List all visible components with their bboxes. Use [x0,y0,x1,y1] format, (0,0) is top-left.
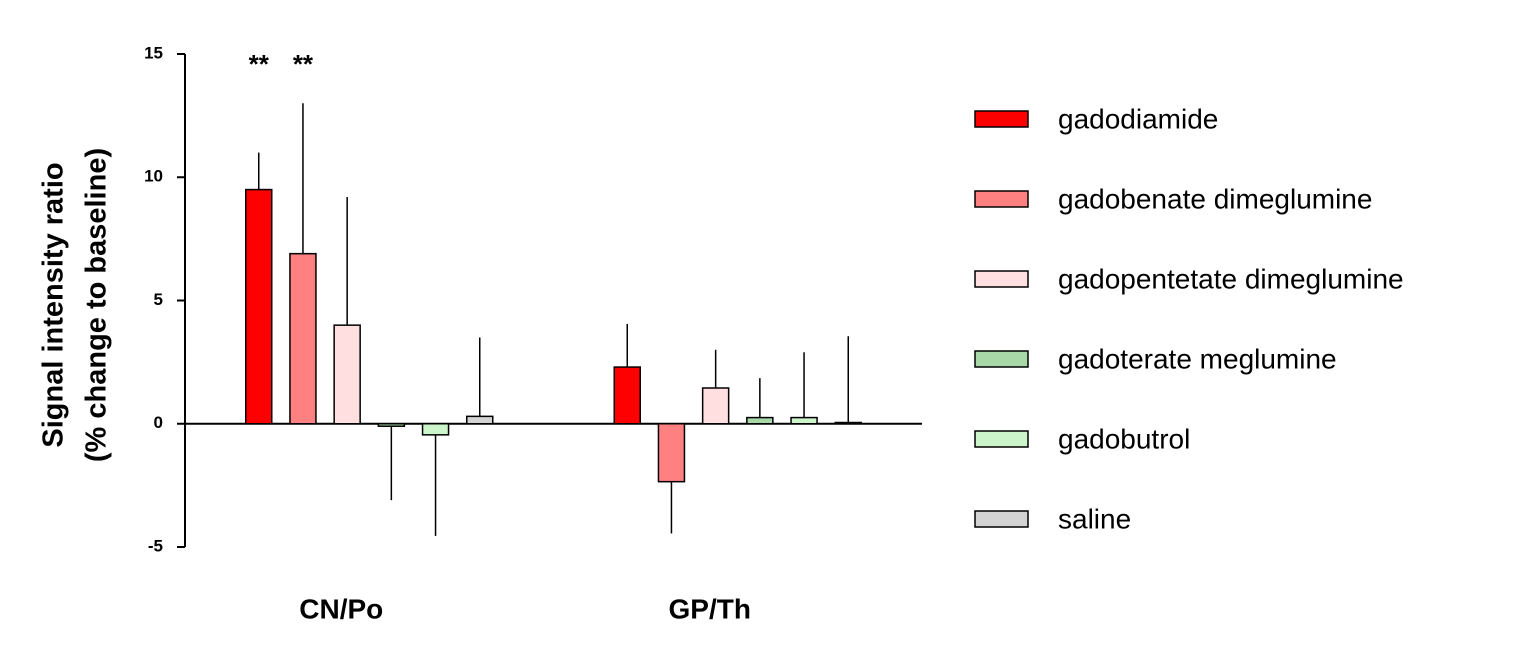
legend-label: gadobenate dimeglumine [1058,183,1372,214]
legend-swatch [974,510,1029,528]
y-tick-label: 5 [154,290,163,309]
y-axis-title: Signal intensity ratio [38,162,70,447]
legend-swatch [974,430,1029,448]
legend-label: gadobutrol [1058,423,1190,454]
bar [613,366,641,425]
x-category-label: GP/Th [669,593,751,624]
significance: ** [249,49,270,79]
bar [746,416,774,425]
legend-label: gadopentetate dimeglumine [1058,263,1404,294]
bar [834,421,862,425]
bar [790,416,818,425]
bar [421,423,450,436]
x-category-label: CN/Po [299,593,383,624]
significance: ** [293,49,314,79]
bar [701,387,730,425]
bar [289,252,317,425]
legend-swatch [974,110,1029,128]
y-tick-label: 10 [144,167,163,186]
y-tick-label: 0 [154,413,163,432]
bar [245,188,273,425]
legend-swatch [974,270,1029,288]
legend-label: gadoterate meglumine [1058,343,1337,374]
legend-label: gadodiamide [1058,103,1218,134]
y-tick-label: 15 [144,43,163,62]
legend-label: saline [1058,503,1131,534]
y-tick-label: -5 [148,536,163,555]
y-title-group: Signal intensity ratio (% change to base… [38,148,113,462]
bar [333,324,361,425]
legend-swatch [974,190,1029,208]
bar [657,423,686,483]
bar [466,415,494,425]
legend-swatch [974,350,1029,368]
y-axis-title: (% change to baseline) [81,148,113,462]
bar [377,423,406,427]
